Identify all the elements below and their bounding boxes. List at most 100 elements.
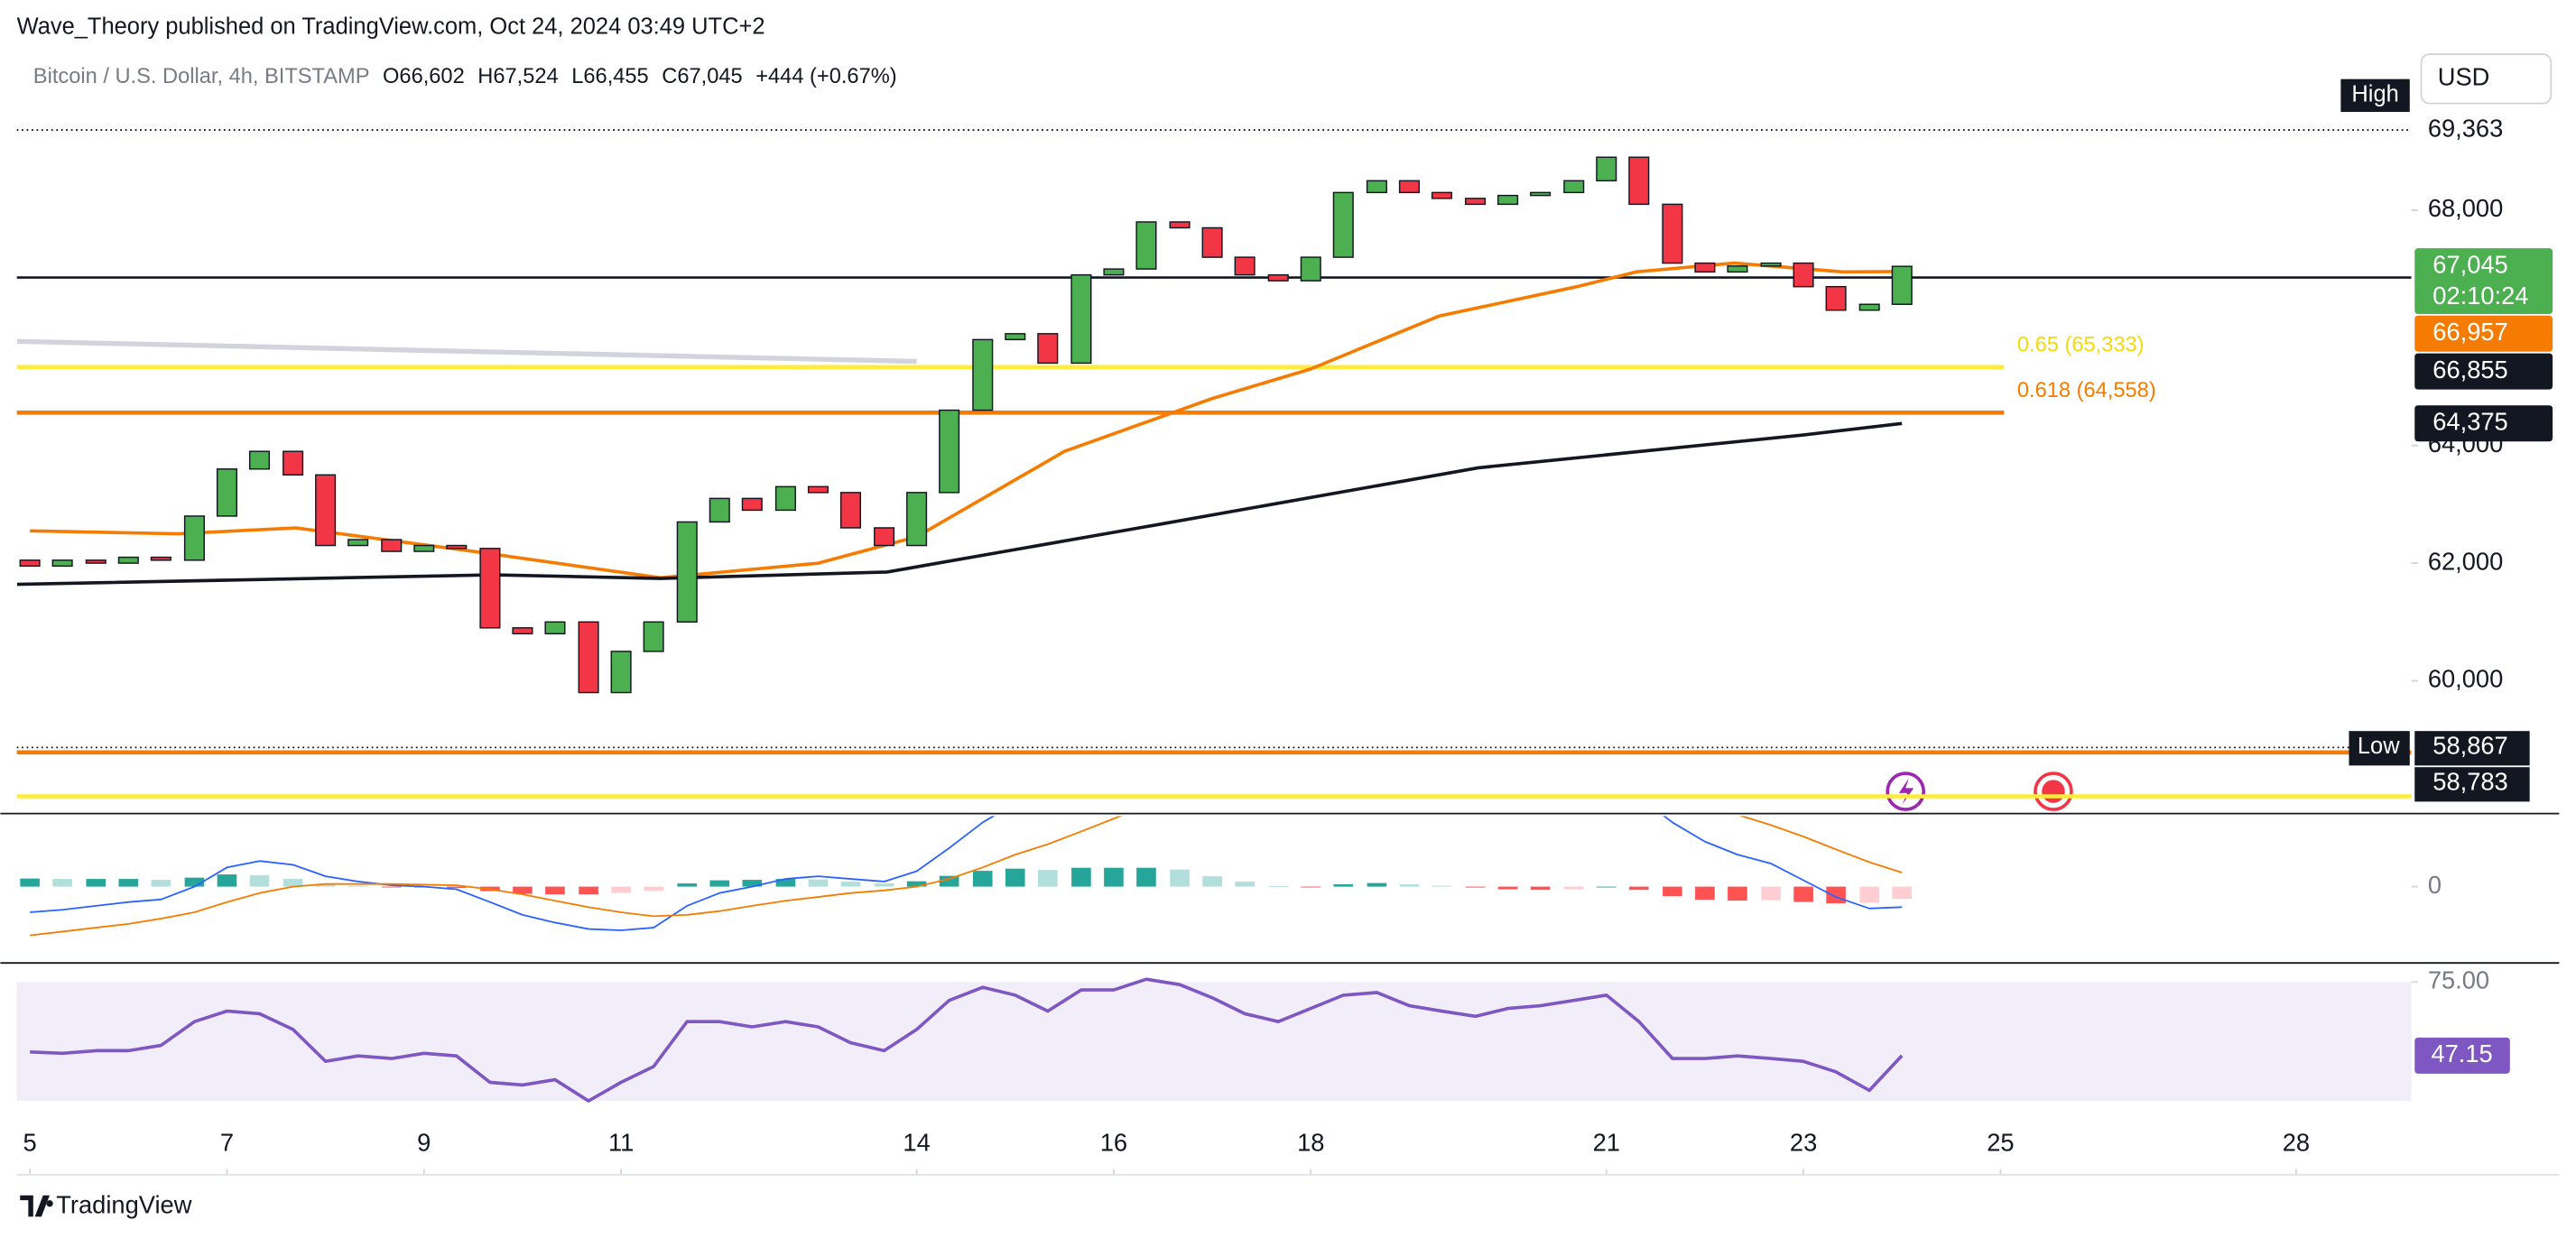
macd-histogram-bar bbox=[874, 883, 894, 887]
candle-body bbox=[347, 539, 369, 547]
candle-body bbox=[1497, 194, 1519, 206]
candle-body bbox=[1530, 191, 1552, 197]
candle-body bbox=[709, 497, 730, 523]
macd-histogram-bar bbox=[381, 886, 402, 888]
x-tick-label: 16 bbox=[1100, 1128, 1127, 1156]
macd-histogram-bar bbox=[1628, 886, 1649, 891]
y-tick-label: 62,000 bbox=[2428, 547, 2503, 575]
candle-body bbox=[85, 559, 107, 564]
macd-histogram-bar bbox=[1202, 876, 1222, 887]
candle-body bbox=[1300, 256, 1321, 282]
candle-body bbox=[413, 544, 435, 552]
x-tick-label: 21 bbox=[1593, 1128, 1620, 1156]
macd-histogram-bar bbox=[249, 875, 270, 887]
candle-body bbox=[1005, 333, 1026, 341]
candle-body bbox=[1662, 203, 1683, 264]
price-tag bbox=[2414, 405, 2553, 442]
macd-histogram-bar bbox=[151, 880, 171, 887]
ohlc-value: O66,602 bbox=[383, 65, 465, 88]
candle-body bbox=[1465, 198, 1487, 206]
candle-body bbox=[610, 651, 632, 694]
macd-histogram-bar bbox=[1497, 886, 1518, 890]
macd-histogram-bar bbox=[1399, 884, 1420, 887]
y-tick-label: 60,000 bbox=[2428, 665, 2503, 693]
candle-body bbox=[1037, 333, 1059, 365]
ohlc-value: H67,524 bbox=[477, 65, 558, 88]
macd-histogram-bar bbox=[1136, 867, 1156, 887]
candle-body bbox=[676, 521, 698, 624]
macd-tick-label: 0 bbox=[2428, 871, 2442, 899]
low-tag bbox=[2414, 731, 2530, 766]
candle-body bbox=[183, 515, 205, 561]
macd-histogram-bar bbox=[1333, 884, 1354, 887]
price-tag-label: 64,375 bbox=[2432, 407, 2507, 435]
level-label: 0.618 (64,558) bbox=[2017, 379, 2156, 402]
publisher-line: Wave_Theory published on TradingView.com… bbox=[17, 14, 765, 40]
macd-histogram-bar bbox=[709, 880, 730, 887]
candle-body bbox=[1596, 156, 1617, 182]
brand: TradingView bbox=[20, 1191, 192, 1219]
macd-histogram-bar bbox=[1728, 886, 1747, 901]
candle-body bbox=[807, 485, 829, 494]
macd-pane bbox=[20, 816, 1913, 937]
brand-logo bbox=[20, 1195, 53, 1217]
x-tick-label: 25 bbox=[1987, 1128, 2014, 1156]
candle-body bbox=[939, 409, 960, 494]
candle-body bbox=[1858, 303, 1880, 311]
candle-body bbox=[1070, 273, 1092, 365]
x-tick-label: 23 bbox=[1790, 1128, 1817, 1156]
macd-line bbox=[30, 816, 1903, 931]
candle-body bbox=[578, 621, 599, 694]
macd-histogram-bar bbox=[283, 879, 303, 887]
candle-body bbox=[446, 544, 468, 550]
price-tag-label: 02:10:24 bbox=[2432, 282, 2528, 310]
macd-histogram-bar bbox=[939, 875, 959, 887]
candle-body bbox=[1366, 180, 1387, 194]
macd-histogram-bar bbox=[20, 878, 40, 887]
indicator-icons bbox=[1886, 771, 2073, 811]
price-tag-label: 66,855 bbox=[2432, 356, 2507, 383]
candle-body bbox=[544, 621, 566, 635]
candle-body bbox=[1727, 265, 1748, 273]
candle-body bbox=[1793, 262, 1814, 288]
candle-body bbox=[283, 450, 304, 476]
macd-histogram-bar bbox=[906, 881, 927, 887]
candle-body bbox=[1398, 180, 1420, 194]
macd-histogram-bar bbox=[644, 886, 663, 892]
x-tick-label: 14 bbox=[903, 1128, 930, 1156]
candle-body bbox=[1431, 191, 1452, 199]
candle-body bbox=[512, 627, 533, 635]
ohlc-value: +444 (+0.67%) bbox=[755, 65, 896, 88]
x-tick-label: 7 bbox=[220, 1128, 234, 1156]
macd-histogram-bar bbox=[1037, 870, 1058, 887]
low-tag-label: 58,783 bbox=[2432, 768, 2507, 796]
signal-line bbox=[30, 816, 1903, 937]
macd-histogram-bar bbox=[742, 880, 763, 887]
macd-histogram-bar bbox=[972, 871, 993, 887]
event-icon-glyph bbox=[1898, 778, 1914, 805]
candle-body bbox=[839, 492, 861, 529]
y-tick-label: 68,000 bbox=[2428, 194, 2503, 222]
candle-body bbox=[972, 338, 994, 411]
macd-histogram-bar bbox=[1563, 886, 1584, 890]
candle-body bbox=[1201, 226, 1223, 258]
macd-histogram-bar bbox=[118, 879, 139, 887]
macd-histogram-bar bbox=[1826, 886, 1846, 904]
macd-histogram-bar bbox=[1235, 882, 1255, 887]
currency-button[interactable] bbox=[2420, 53, 2553, 105]
high-badge bbox=[2340, 79, 2410, 113]
price-tag-label: 66,957 bbox=[2432, 318, 2507, 346]
macd-histogram-bar bbox=[808, 879, 829, 887]
macd-histogram-bar bbox=[1071, 867, 1091, 887]
macd-histogram-bar bbox=[677, 883, 698, 887]
candle-body bbox=[906, 492, 928, 547]
x-tick-label: 9 bbox=[417, 1128, 431, 1156]
candle-body bbox=[874, 527, 895, 547]
high-badge-label: High bbox=[2351, 82, 2398, 107]
candle-body bbox=[1563, 180, 1585, 194]
macd-histogram-bar bbox=[1104, 867, 1124, 887]
candle-body bbox=[19, 559, 41, 568]
macd-histogram-bar bbox=[1367, 882, 1387, 887]
macd-histogram-bar bbox=[315, 883, 336, 887]
